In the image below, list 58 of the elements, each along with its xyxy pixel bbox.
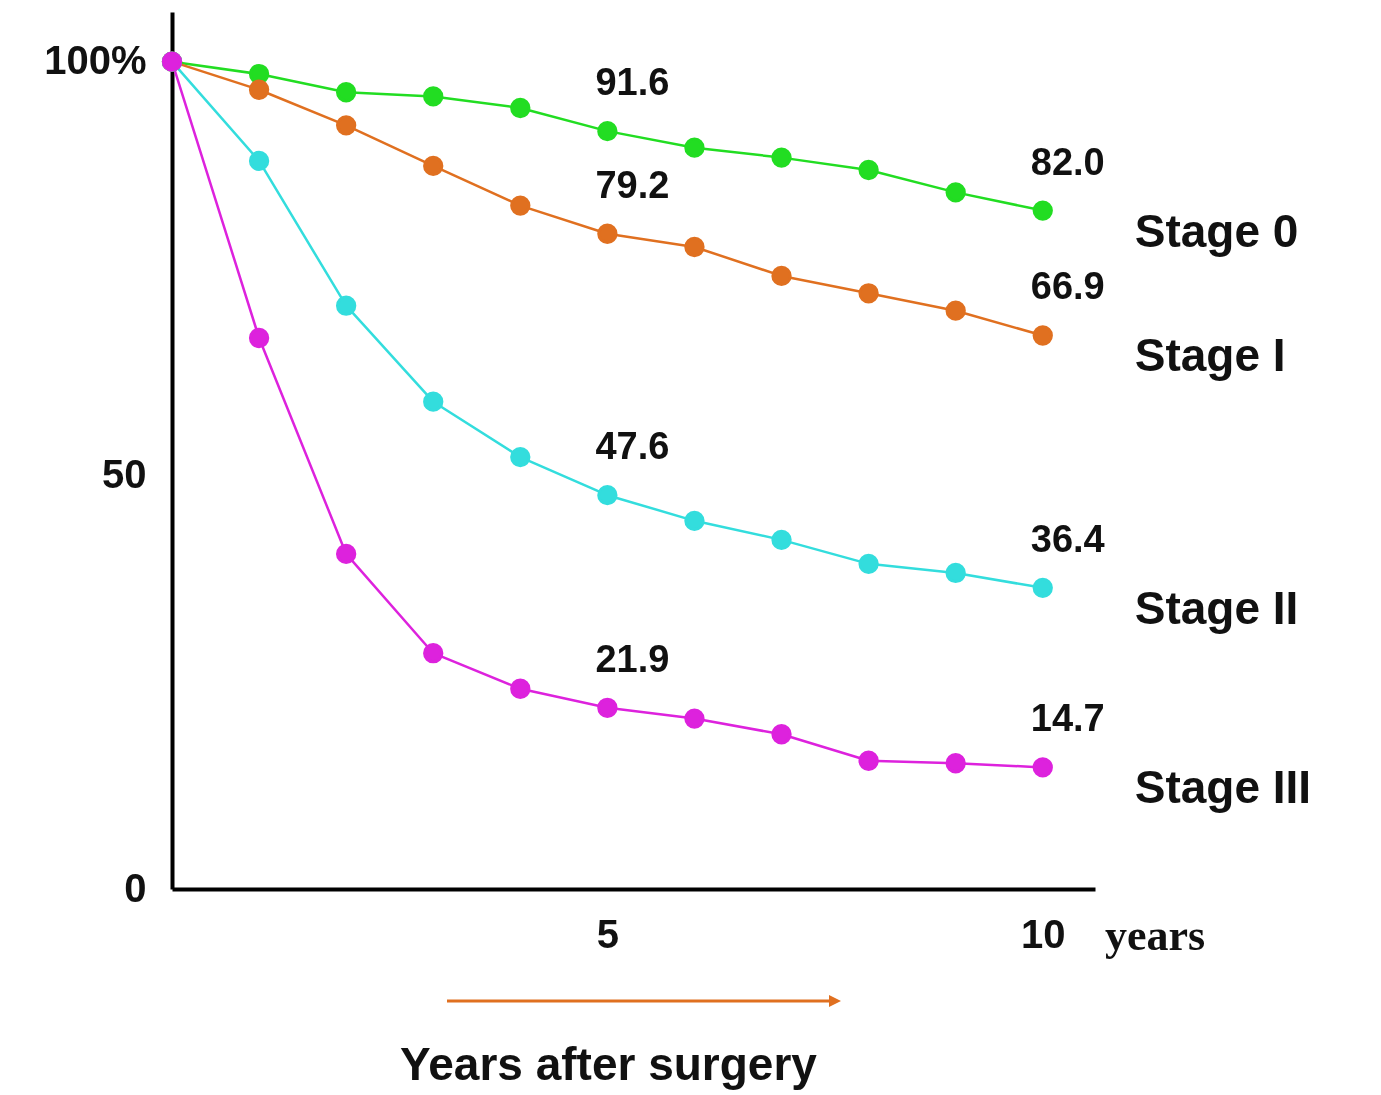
point xyxy=(423,86,444,107)
point xyxy=(597,485,618,506)
series-label: Stage III xyxy=(1134,761,1312,814)
point xyxy=(510,446,531,468)
point xyxy=(423,643,444,664)
series-label: Stage I xyxy=(1134,329,1286,382)
point xyxy=(771,529,792,550)
series-label: Stage II xyxy=(1134,581,1299,634)
point xyxy=(771,147,792,168)
x-tick-label: 10 xyxy=(1021,911,1066,956)
point xyxy=(771,265,792,287)
point xyxy=(771,724,792,745)
point xyxy=(510,678,531,699)
point xyxy=(858,283,879,304)
y-tick-label: 0 xyxy=(124,865,147,910)
point xyxy=(1032,200,1053,221)
point xyxy=(597,223,618,244)
point xyxy=(684,236,705,258)
point xyxy=(248,79,270,100)
point xyxy=(423,391,444,412)
point xyxy=(1032,577,1053,598)
x-tick-label: 5 xyxy=(596,911,619,956)
text: years xyxy=(1105,911,1206,960)
point xyxy=(335,115,357,136)
point xyxy=(510,195,531,216)
point xyxy=(248,150,270,172)
point xyxy=(945,562,966,584)
point xyxy=(945,300,966,321)
data-label: 82.0 xyxy=(1030,140,1105,183)
data-label: 21.9 xyxy=(595,637,670,680)
point xyxy=(510,97,531,119)
data-label: 47.6 xyxy=(595,425,670,468)
point xyxy=(335,543,357,565)
point xyxy=(684,137,705,158)
point xyxy=(858,553,879,574)
data-label: 36.4 xyxy=(1030,517,1105,560)
point xyxy=(684,510,705,531)
point xyxy=(945,182,966,203)
point xyxy=(423,155,444,177)
data-label: 14.7 xyxy=(1030,697,1105,740)
point xyxy=(858,159,879,181)
point xyxy=(858,750,879,771)
point xyxy=(945,753,966,774)
point xyxy=(335,82,357,103)
point xyxy=(248,327,270,349)
y-tick-label: 50 xyxy=(102,451,147,496)
y-tick-label: 100% xyxy=(44,38,147,83)
point xyxy=(335,295,357,316)
point xyxy=(1032,325,1053,346)
series-label: Stage 0 xyxy=(1134,204,1299,257)
point xyxy=(684,708,705,729)
point xyxy=(597,121,618,142)
point xyxy=(1032,757,1053,778)
data-label: 66.9 xyxy=(1030,265,1105,308)
data-label: 79.2 xyxy=(595,163,670,206)
point xyxy=(597,697,618,718)
x-axis-title: Years after surgery xyxy=(400,1037,818,1090)
data-label: 91.6 xyxy=(595,61,670,104)
